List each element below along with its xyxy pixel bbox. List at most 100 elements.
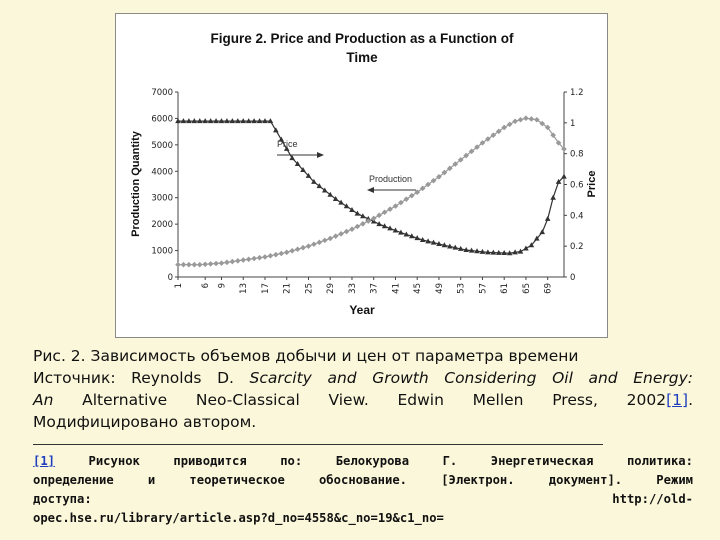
caption-footnote-link[interactable]: [1] [666,391,689,409]
footnote-line-2: определение и теоретическое обоснование.… [33,473,693,487]
production-point [479,248,486,254]
chart-figure: Figure 2. Price and Production as a Func… [115,13,608,338]
production-point [196,118,203,124]
y-tick-label: 1000 [151,247,173,257]
price-point [289,247,295,254]
y-tick-label: 3000 [151,194,173,204]
price-point [343,228,350,235]
price-point [430,177,437,184]
production-point [256,118,263,124]
price-point [376,212,382,219]
production-point [273,127,279,133]
production-point [555,178,562,184]
footnote-access-label: доступа: [33,492,92,506]
caption-publisher: Alternative Neo-Classical View. Edwin Me… [53,391,667,409]
production-point [517,248,524,254]
price-point [196,261,203,268]
production-point [403,231,410,237]
x-axis-title: Year [349,303,375,317]
production-point [251,118,257,124]
x-tick-label: 37 [370,283,380,294]
price-point [186,261,192,268]
production-point [338,199,344,205]
price-point [528,116,535,122]
footnote-ref-link[interactable]: [1] [33,454,56,468]
caption-period: . [688,391,693,409]
price-point [191,261,198,268]
price-point [436,173,442,180]
price-point [311,241,317,248]
production-point [550,194,556,200]
production-point [398,229,404,235]
production-point [485,249,491,255]
price-point [316,239,323,246]
price-point [321,237,328,244]
footnote: [1] Рисунок приводится по: Белокурова Г.… [33,452,693,528]
price-point [370,215,377,222]
y-tick-label: 4000 [151,167,173,177]
price-point [523,115,529,122]
y2-tick-label: 0 [570,273,575,283]
price-point [512,118,518,125]
price-point [305,243,312,249]
production-point [267,118,274,124]
price-point [273,251,279,258]
production-point [495,249,502,255]
production-point [425,238,431,244]
y-axis-title: Production Quantity [130,130,142,237]
price-point [235,258,241,264]
price-point [224,259,230,266]
x-tick-label: 45 [413,283,423,294]
production-point [528,242,535,248]
price-point [550,132,556,138]
production-point [561,173,567,179]
price-point [278,250,285,257]
caption-book-title-2: An [33,391,54,409]
production-point [447,243,453,249]
price-point [202,261,208,268]
x-tick-label: 21 [283,283,293,294]
price-point [392,203,399,209]
price-point [398,199,404,206]
production-point [300,166,306,172]
footnote-divider [33,444,603,445]
series-line-production [178,120,565,254]
caption-line-3: An Alternative Neo-Classical View. Edwin… [33,389,693,411]
price-point [419,185,426,192]
x-tick-label: 49 [435,283,445,294]
price-point [408,192,415,199]
price-point [425,181,431,188]
price-point [463,152,469,159]
chart-svg: Figure 2. Price and Production as a Func… [130,31,598,317]
production-point [289,155,295,161]
caption-line-4: Модифицировано автором. [33,413,257,431]
production-point [321,187,328,193]
production-point [523,245,529,251]
price-point [251,255,257,262]
production-point [262,118,268,124]
footnote-line-1: [1] Рисунок приводится по: Белокурова Г.… [33,452,693,471]
x-tick-label: 17 [261,283,271,294]
chart-title-line-1: Figure 2. Price and Production as a Func… [210,31,514,46]
price-point [365,218,372,224]
x-tick-label: 1 [174,283,184,288]
price-point [349,226,355,233]
price-point [354,223,361,230]
x-tick-label: 6 [201,283,211,288]
chart-title-line-2: Time [346,50,378,65]
x-tick-label: 29 [326,283,336,294]
production-point [490,249,497,255]
caption-source-prefix: Источник: Reynolds D. [33,369,250,387]
x-tick-label: 41 [391,283,401,294]
price-point [338,231,344,237]
price-point [517,116,524,123]
production-point [354,210,361,216]
production-point [463,247,469,253]
price-point [457,157,464,163]
production-point [452,244,459,250]
price-point [414,189,421,196]
x-tick-label: 57 [478,283,488,294]
production-point [202,118,208,124]
production-point [360,213,366,219]
production-point [207,118,214,124]
